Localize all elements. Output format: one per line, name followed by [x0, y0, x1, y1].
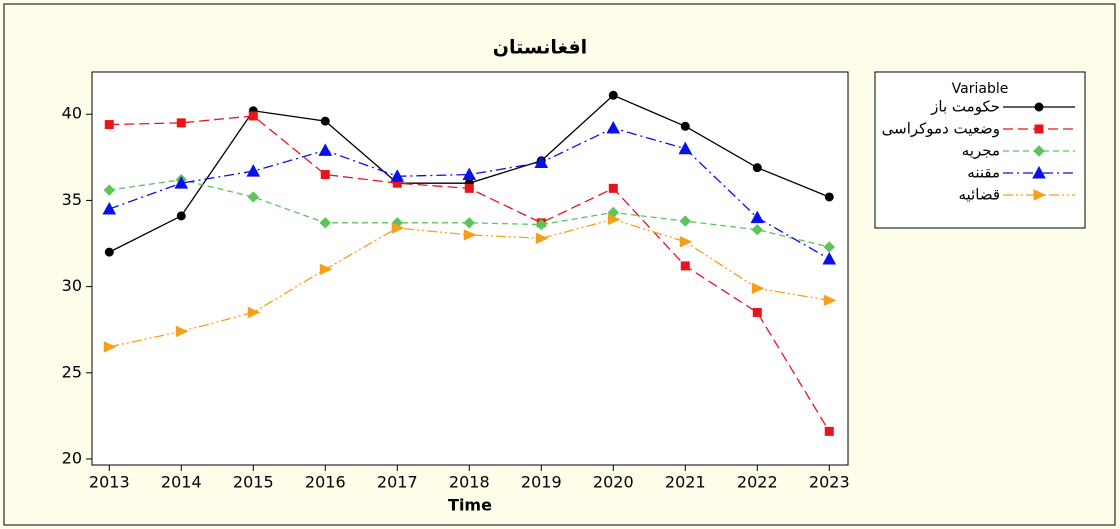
marker — [318, 143, 333, 156]
x-tick-label: 2022 — [737, 473, 778, 492]
marker — [534, 155, 549, 168]
marker — [608, 183, 618, 193]
legend-label: مجریه — [962, 142, 1000, 160]
marker — [824, 192, 834, 202]
x-tick-label: 2020 — [593, 473, 634, 492]
marker — [535, 232, 549, 245]
marker — [246, 164, 261, 177]
x-tick-label: 2016 — [305, 473, 346, 492]
marker — [824, 426, 834, 436]
y-tick-label: 25 — [62, 362, 82, 381]
y-tick-label: 35 — [62, 190, 82, 209]
marker — [247, 191, 259, 203]
chart-title: افغانستان — [493, 37, 587, 59]
legend-label: وضعیت دموکراسی — [882, 120, 1000, 138]
marker — [822, 251, 837, 265]
marker — [176, 118, 186, 128]
marker — [1032, 165, 1046, 179]
x-tick-label: 2015 — [233, 473, 274, 492]
marker — [320, 170, 330, 180]
x-tick-label: 2014 — [161, 473, 202, 492]
marker — [1034, 102, 1044, 112]
marker — [174, 176, 189, 189]
marker — [823, 294, 837, 307]
series-line — [109, 127, 830, 260]
marker — [464, 183, 474, 193]
x-tick-label: 2021 — [665, 473, 706, 492]
marker — [752, 307, 762, 317]
x-tick-label: 2023 — [809, 473, 850, 492]
marker — [319, 217, 331, 229]
marker — [391, 222, 405, 234]
marker — [176, 211, 186, 221]
marker — [463, 217, 475, 229]
marker — [680, 121, 690, 131]
marker — [680, 261, 690, 271]
marker — [535, 218, 547, 231]
legend-label: مقننه — [967, 164, 1000, 182]
marker — [679, 215, 691, 227]
legend-label: حکومت باز — [930, 98, 1000, 116]
marker — [823, 241, 835, 253]
marker — [607, 213, 621, 226]
marker — [103, 184, 115, 196]
legend — [874, 71, 1086, 229]
marker — [751, 282, 765, 295]
x-tick-label: 2018 — [449, 473, 490, 492]
marker — [320, 116, 330, 126]
series-line — [109, 179, 830, 248]
x-tick-label: 2017 — [377, 473, 418, 492]
y-tick-label: 40 — [62, 104, 82, 123]
marker — [752, 163, 762, 173]
frame — [3, 3, 1116, 526]
marker — [679, 236, 693, 248]
legend-label: قضائیه — [959, 186, 1001, 204]
marker — [247, 306, 261, 319]
marker — [104, 247, 114, 257]
marker — [1034, 124, 1044, 134]
marker — [102, 201, 117, 215]
x-axis-label: Time — [448, 496, 492, 515]
marker — [248, 111, 258, 121]
marker — [1033, 189, 1047, 201]
x-tick-label: 2013 — [89, 473, 130, 492]
legend-title: Variable — [952, 81, 1009, 97]
marker — [606, 120, 621, 134]
marker — [390, 169, 405, 182]
marker — [678, 141, 693, 155]
marker — [751, 224, 763, 236]
marker — [608, 90, 618, 100]
marker — [104, 120, 114, 130]
y-tick-label: 30 — [62, 276, 82, 295]
marker — [463, 229, 477, 241]
marker — [319, 263, 333, 276]
marker — [462, 167, 477, 181]
marker — [750, 210, 765, 224]
marker — [175, 325, 189, 338]
plot-area — [91, 71, 849, 466]
marker — [103, 341, 117, 353]
x-tick-label: 2019 — [521, 473, 562, 492]
marker — [1033, 145, 1045, 157]
y-tick-label: 20 — [62, 448, 82, 467]
